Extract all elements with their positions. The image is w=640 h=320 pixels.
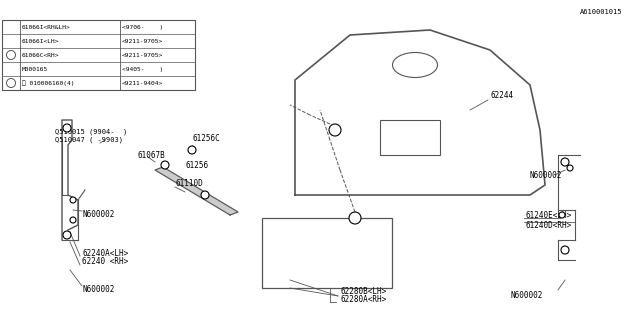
Text: N600002: N600002: [510, 291, 542, 300]
Text: M000165: M000165: [22, 67, 48, 71]
Text: 1: 1: [9, 81, 13, 85]
Circle shape: [6, 51, 15, 60]
Polygon shape: [155, 167, 238, 215]
Text: 62280A<RH>: 62280A<RH>: [340, 295, 387, 305]
Text: N600002: N600002: [530, 171, 563, 180]
Text: 62240 <RH>: 62240 <RH>: [82, 258, 128, 267]
Circle shape: [161, 161, 169, 169]
Text: A610001015: A610001015: [580, 9, 623, 15]
Text: Q510015 (9904-  ): Q510015 (9904- ): [55, 129, 127, 135]
Bar: [262, 218, 392, 288]
Text: 62244: 62244: [490, 91, 513, 100]
Circle shape: [70, 197, 76, 203]
Circle shape: [349, 212, 361, 224]
Text: N600002: N600002: [82, 285, 115, 294]
Text: 61256: 61256: [185, 161, 208, 170]
Text: 61067B: 61067B: [137, 150, 164, 159]
Text: 61256C: 61256C: [192, 133, 220, 142]
Text: <9211-9705>: <9211-9705>: [122, 38, 163, 44]
Circle shape: [561, 246, 569, 254]
Circle shape: [559, 212, 565, 218]
Circle shape: [201, 191, 209, 199]
Text: 61110D: 61110D: [175, 179, 203, 188]
Circle shape: [63, 231, 71, 239]
Circle shape: [329, 124, 341, 136]
Bar: [380, 120, 440, 155]
Circle shape: [70, 217, 76, 223]
Text: 61240E<LH>: 61240E<LH>: [525, 211, 572, 220]
Text: 61066I<LH>: 61066I<LH>: [22, 38, 60, 44]
Text: Ⓑ 010006160(4): Ⓑ 010006160(4): [22, 80, 74, 86]
Circle shape: [6, 78, 15, 87]
Text: 1: 1: [333, 127, 337, 133]
Text: 62240A<LH>: 62240A<LH>: [82, 249, 128, 258]
Circle shape: [63, 124, 71, 132]
Text: 61240D<RH>: 61240D<RH>: [525, 220, 572, 229]
Circle shape: [567, 165, 573, 171]
Text: <9405-    ): <9405- ): [122, 67, 163, 71]
Bar: [2, 20, 195, 90]
Text: Q510047 ( -9903): Q510047 ( -9903): [55, 137, 123, 143]
Text: <9211-9404>: <9211-9404>: [122, 81, 163, 85]
Text: <9706-    ): <9706- ): [122, 25, 163, 29]
Text: 2: 2: [9, 52, 13, 58]
Text: 2: 2: [353, 215, 357, 221]
Text: N600002: N600002: [82, 210, 115, 219]
Text: <9211-9705>: <9211-9705>: [122, 52, 163, 58]
Text: 61066I<RH&LH>: 61066I<RH&LH>: [22, 25, 71, 29]
Circle shape: [188, 146, 196, 154]
Circle shape: [561, 158, 569, 166]
Text: 61066C<RH>: 61066C<RH>: [22, 52, 60, 58]
Text: 62280B<LH>: 62280B<LH>: [340, 287, 387, 297]
